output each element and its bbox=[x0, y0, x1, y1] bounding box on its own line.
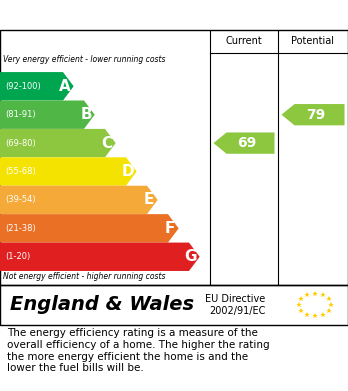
Text: 79: 79 bbox=[306, 108, 325, 122]
Polygon shape bbox=[213, 133, 275, 154]
Text: (55-68): (55-68) bbox=[5, 167, 36, 176]
Text: F: F bbox=[165, 221, 175, 236]
Polygon shape bbox=[0, 157, 137, 186]
Polygon shape bbox=[0, 242, 200, 271]
Polygon shape bbox=[0, 186, 158, 214]
Text: G: G bbox=[185, 249, 197, 264]
Text: Current: Current bbox=[226, 36, 262, 47]
Polygon shape bbox=[282, 104, 345, 126]
Text: (39-54): (39-54) bbox=[5, 196, 36, 204]
Text: (92-100): (92-100) bbox=[5, 82, 41, 91]
Polygon shape bbox=[0, 129, 116, 157]
Text: D: D bbox=[122, 164, 134, 179]
Text: England & Wales: England & Wales bbox=[10, 296, 195, 314]
Text: A: A bbox=[59, 79, 71, 94]
Text: Potential: Potential bbox=[292, 36, 334, 47]
Text: 69: 69 bbox=[237, 136, 256, 150]
Text: (21-38): (21-38) bbox=[5, 224, 36, 233]
Polygon shape bbox=[0, 72, 74, 100]
Text: Energy Efficiency Rating: Energy Efficiency Rating bbox=[69, 7, 279, 23]
Text: Very energy efficient - lower running costs: Very energy efficient - lower running co… bbox=[3, 56, 166, 65]
Polygon shape bbox=[0, 100, 95, 129]
Text: EU Directive
2002/91/EC: EU Directive 2002/91/EC bbox=[205, 294, 266, 316]
Text: (69-80): (69-80) bbox=[5, 139, 36, 148]
Text: (81-91): (81-91) bbox=[5, 110, 36, 119]
Text: The energy efficiency rating is a measure of the
overall efficiency of a home. T: The energy efficiency rating is a measur… bbox=[7, 328, 270, 373]
Polygon shape bbox=[0, 214, 179, 242]
Text: B: B bbox=[80, 107, 92, 122]
Text: E: E bbox=[144, 192, 154, 208]
Text: (1-20): (1-20) bbox=[5, 252, 31, 261]
Text: C: C bbox=[101, 136, 112, 151]
Text: Not energy efficient - higher running costs: Not energy efficient - higher running co… bbox=[3, 272, 166, 281]
